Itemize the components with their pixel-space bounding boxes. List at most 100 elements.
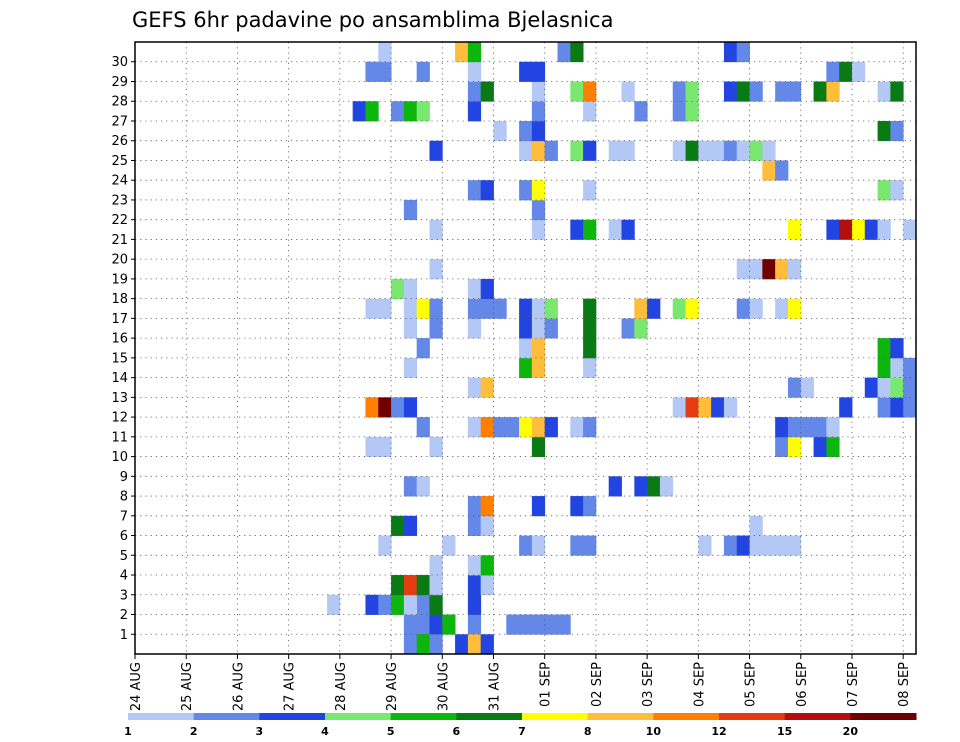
precip-cell [813, 436, 827, 457]
legend-swatch [193, 713, 260, 720]
precip-cell [467, 515, 482, 536]
precip-cell [903, 377, 917, 398]
precip-cell [749, 515, 763, 536]
precip-cell [544, 417, 558, 438]
precip-cell [621, 219, 635, 240]
chart-title: GEFS 6hr padavine po ansamblima Bjelasni… [132, 8, 613, 32]
y-tick-label: 26 [111, 134, 128, 149]
precip-cell [467, 417, 482, 438]
precip-cell [736, 81, 750, 102]
precip-cell [775, 160, 789, 181]
x-tick-label: 08 SEP [897, 662, 912, 707]
precip-cell [621, 81, 635, 102]
legend-swatch [784, 713, 851, 720]
x-tick-label: 24 AUG [129, 662, 144, 711]
precip-cell [749, 140, 763, 161]
precip-cell [403, 278, 418, 300]
precip-cell [659, 476, 674, 497]
precip-cell [519, 180, 533, 201]
precip-cell [723, 42, 738, 63]
precip-cell [583, 219, 597, 240]
precip-cell [403, 298, 418, 319]
precip-cell [672, 140, 686, 161]
precip-cell [493, 120, 507, 142]
precip-cell [365, 101, 379, 122]
precip-cell [711, 397, 725, 418]
y-tick-label: 6 [120, 529, 128, 544]
precip-cell [775, 259, 789, 280]
precip-cell [467, 377, 482, 398]
precip-cell [723, 81, 738, 102]
precip-cell [775, 81, 789, 102]
precip-cell [723, 397, 738, 418]
precip-cell [467, 298, 482, 319]
x-tick-label: 07 SEP [846, 662, 861, 707]
precip-cell [391, 101, 405, 122]
y-tick-label: 8 [120, 490, 128, 505]
precip-cell [403, 634, 418, 655]
legend-label: 12 [711, 725, 726, 738]
legend-label: 3 [256, 725, 264, 738]
precip-cell [531, 101, 546, 122]
precip-cell [416, 101, 430, 122]
y-tick-label: 17 [111, 312, 128, 327]
precip-cell [583, 338, 597, 359]
legend-swatch [128, 713, 195, 720]
precip-cell [531, 61, 546, 82]
precip-cell [787, 436, 802, 457]
precip-cell [531, 298, 546, 319]
x-tick-label: 26 AUG [231, 662, 246, 711]
precip-cell [531, 140, 546, 161]
y-axis-ticks: 1234567891011121314151617181920212223242… [111, 55, 135, 643]
legend-swatch [850, 713, 917, 720]
precip-cell [429, 219, 443, 240]
precip-cell [570, 496, 584, 517]
precip-cell [608, 476, 622, 497]
y-tick-label: 4 [120, 569, 128, 584]
precip-cell [416, 338, 430, 359]
precip-cell [583, 180, 597, 201]
precip-cell [378, 436, 392, 457]
y-tick-label: 5 [120, 549, 128, 564]
x-tick-label: 03 SEP [641, 662, 656, 707]
precip-cell [839, 219, 853, 240]
precip-cell [826, 219, 840, 240]
precip-cell [442, 535, 456, 556]
precip-cell [480, 417, 494, 438]
precip-cell [800, 417, 814, 438]
legend-swatch [456, 713, 523, 720]
legend-label: 20 [843, 725, 859, 738]
precip-cell [480, 496, 494, 517]
precip-cell [634, 101, 648, 122]
legend-label: 7 [518, 725, 526, 738]
precip-cell [787, 259, 802, 280]
legend-label: 1 [124, 725, 132, 738]
precip-cell [685, 140, 699, 161]
x-tick-label: 01 SEP [539, 662, 554, 707]
precip-cell [531, 436, 546, 457]
precip-cell [506, 614, 520, 635]
precip-cell [519, 318, 533, 339]
y-tick-label: 7 [120, 509, 128, 524]
precip-cell [583, 140, 597, 161]
y-tick-label: 19 [111, 272, 128, 287]
precip-cell [583, 81, 597, 102]
color-legend: 1 2 3 4 5 6 7 8 10 12 15 20 [124, 713, 917, 738]
precip-cell [698, 140, 712, 161]
precip-cell [365, 61, 379, 82]
legend-label: 10 [646, 725, 662, 738]
precip-cell [711, 140, 725, 161]
precip-cell [391, 515, 405, 536]
precip-cell [736, 298, 750, 319]
precip-cell [493, 298, 507, 319]
precip-cell [583, 496, 597, 517]
precip-cell [480, 515, 494, 536]
precip-cell [416, 476, 430, 497]
precip-cell [365, 397, 379, 418]
precip-cell [416, 634, 430, 655]
y-tick-label: 3 [120, 588, 128, 603]
precip-cell [467, 81, 482, 102]
legend-swatch [587, 713, 654, 720]
legend-label: 2 [190, 725, 198, 738]
precip-cell [864, 219, 878, 240]
